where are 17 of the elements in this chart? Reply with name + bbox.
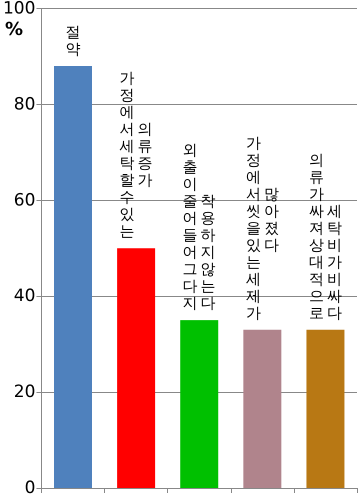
bar xyxy=(180,320,218,488)
bar xyxy=(54,66,92,488)
category-label: 가정에서 씻을 있는 세제가 많아졌다 xyxy=(246,134,279,322)
y-tick-label: 60 xyxy=(14,190,36,210)
y-tick-label: 0 xyxy=(24,478,36,498)
category-label: 외출이 줄어들어 그다지 착용하지 않는다 xyxy=(182,141,216,312)
y-axis-title: % xyxy=(5,19,24,40)
bar xyxy=(117,248,156,488)
y-tick-label: 40 xyxy=(14,286,36,306)
bar xyxy=(306,330,344,488)
y-tick-label: 20 xyxy=(14,382,36,402)
category-label: 가정에서 세탁할 수 있는 의류 증가 xyxy=(120,69,153,240)
category-label: 의류가 싸져 상대적으로 세탁비가 비싸다 xyxy=(308,150,342,322)
bar xyxy=(243,330,282,488)
y-tick-label: 80 xyxy=(14,94,36,114)
x-tick-label: 절약 xyxy=(65,23,81,58)
y-tick-label: 100 xyxy=(2,0,36,18)
